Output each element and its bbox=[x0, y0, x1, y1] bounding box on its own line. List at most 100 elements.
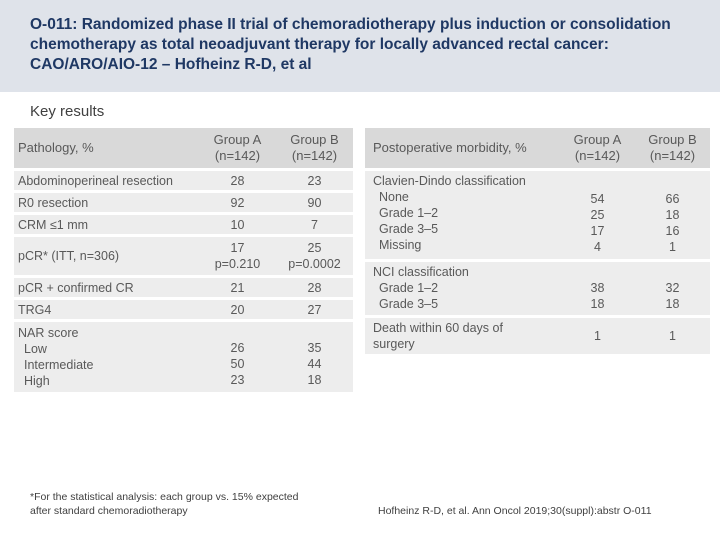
value-line: 44 bbox=[307, 357, 322, 371]
row-label: Clavien-Dindo classification None Grade … bbox=[365, 171, 560, 259]
value-line: 18 bbox=[665, 296, 680, 311]
group-b-value: 28 bbox=[276, 278, 353, 297]
clavien-dindo-label: Clavien-Dindo classification bbox=[373, 174, 526, 188]
value-line: 66 bbox=[665, 192, 680, 206]
value-line: 38 bbox=[590, 280, 605, 295]
group-a-header-line: Group A bbox=[573, 132, 622, 147]
cd-grade-3-5-label: Grade 3–5 bbox=[379, 222, 439, 236]
value-line: 1 bbox=[669, 240, 676, 254]
nci-grade-1-2-label: Grade 1–2 bbox=[379, 281, 439, 295]
group-a-header-line: Group A bbox=[213, 132, 262, 147]
group-a-value: 17 p=0.210 bbox=[199, 237, 276, 275]
row-label: NAR score Low Intermediate High bbox=[14, 322, 199, 392]
cd-grade-1-2-label: Grade 1–2 bbox=[379, 206, 439, 220]
value-line: 18 bbox=[590, 296, 605, 311]
group-b-value: 90 bbox=[276, 193, 353, 212]
section-subtitle: Key results bbox=[30, 103, 105, 120]
morbidity-header: Postoperative morbidity, % bbox=[365, 128, 560, 168]
group-b-value: 7 bbox=[276, 215, 353, 234]
row-label: pCR* (ITT, n=306) bbox=[14, 237, 199, 275]
group-a-value: 21 bbox=[199, 278, 276, 297]
footnote-line: after standard chemoradiotherapy bbox=[30, 505, 188, 517]
table-row: Death within 60 days of surgery 1 1 bbox=[365, 318, 710, 354]
value-line: 25 bbox=[590, 208, 605, 222]
group-b-header: Group B (n=142) bbox=[635, 128, 710, 168]
value-line: 50 bbox=[230, 357, 245, 371]
group-a-header: Group A (n=142) bbox=[199, 128, 276, 168]
row-label: Abdominoperineal resection bbox=[14, 171, 199, 190]
value-line: 23 bbox=[230, 373, 245, 387]
group-b-value: 23 bbox=[276, 171, 353, 190]
value-line: 17 bbox=[230, 241, 245, 255]
nar-score-label: NAR score bbox=[18, 326, 79, 340]
group-a-value: 1 bbox=[560, 318, 635, 354]
value-line: 26 bbox=[230, 341, 245, 355]
cd-missing-label: Missing bbox=[379, 238, 422, 252]
group-b-value: 66 18 16 1 bbox=[635, 171, 710, 259]
slide-title: O-011: Randomized phase II trial of chem… bbox=[30, 16, 671, 73]
reference-citation: Hofheinz R-D, et al. Ann Oncol 2019;30(s… bbox=[378, 505, 652, 517]
table-row: Clavien-Dindo classification None Grade … bbox=[365, 171, 710, 259]
pathology-header: Pathology, % bbox=[14, 128, 199, 168]
group-a-value: 20 bbox=[199, 300, 276, 319]
nar-intermediate-label: Intermediate bbox=[24, 358, 94, 372]
value-line: 54 bbox=[590, 192, 605, 206]
pathology-table: Pathology, % Group A (n=142) Group B (n=… bbox=[14, 125, 353, 395]
cd-none-label: None bbox=[379, 190, 409, 204]
group-a-value: 54 25 17 4 bbox=[560, 171, 635, 259]
value-line: 4 bbox=[594, 240, 601, 254]
morbidity-table: Postoperative morbidity, % Group A (n=14… bbox=[365, 125, 710, 357]
nar-high-label: High bbox=[24, 374, 50, 388]
group-b-header-line: (n=142) bbox=[649, 148, 696, 163]
row-label: TRG4 bbox=[14, 300, 199, 319]
value-line: 35 bbox=[307, 341, 322, 355]
footnote-line: *For the statistical analysis: each grou… bbox=[30, 491, 299, 503]
row-label: pCR + confirmed CR bbox=[14, 278, 199, 297]
nci-label: NCI classification bbox=[373, 265, 469, 279]
table-header-row: Pathology, % Group A (n=142) Group B (n=… bbox=[14, 128, 353, 168]
value-line: 25 bbox=[307, 241, 322, 255]
table-row: Abdominoperineal resection 28 23 bbox=[14, 171, 353, 190]
group-b-header: Group B (n=142) bbox=[276, 128, 353, 168]
row-label: R0 resection bbox=[14, 193, 199, 212]
group-a-header-line: (n=142) bbox=[574, 148, 621, 163]
group-b-value: 27 bbox=[276, 300, 353, 319]
nar-low-label: Low bbox=[24, 342, 47, 356]
group-a-value: 38 18 bbox=[560, 262, 635, 315]
group-a-value: 92 bbox=[199, 193, 276, 212]
group-a-value: 26 50 23 bbox=[199, 322, 276, 392]
table-header-row: Postoperative morbidity, % Group A (n=14… bbox=[365, 128, 710, 168]
value-line: 18 bbox=[665, 208, 680, 222]
group-b-value: 1 bbox=[635, 318, 710, 354]
footnote: *For the statistical analysis: each grou… bbox=[30, 490, 350, 518]
value-line: 16 bbox=[665, 224, 680, 238]
group-b-value: 32 18 bbox=[635, 262, 710, 315]
group-b-value: 25 p=0.0002 bbox=[276, 237, 353, 275]
p-value: p=0.0002 bbox=[288, 257, 341, 271]
table-row: pCR* (ITT, n=306) 17 p=0.210 25 p=0.0002 bbox=[14, 237, 353, 275]
group-b-header-line: Group B bbox=[290, 132, 339, 147]
table-row: R0 resection 92 90 bbox=[14, 193, 353, 212]
row-label: CRM ≤1 mm bbox=[14, 215, 199, 234]
value-line: 32 bbox=[665, 280, 680, 295]
group-b-value: 35 44 18 bbox=[276, 322, 353, 392]
group-a-value: 10 bbox=[199, 215, 276, 234]
table-row: NAR score Low Intermediate High 26 50 23… bbox=[14, 322, 353, 392]
row-label: Death within 60 days of surgery bbox=[365, 318, 560, 354]
table-row: CRM ≤1 mm 10 7 bbox=[14, 215, 353, 234]
group-b-header-line: Group B bbox=[648, 132, 697, 147]
group-a-header-line: (n=142) bbox=[214, 148, 261, 163]
table-row: NCI classification Grade 1–2 Grade 3–5 3… bbox=[365, 262, 710, 315]
group-a-value: 28 bbox=[199, 171, 276, 190]
table-row: TRG4 20 27 bbox=[14, 300, 353, 319]
death-label-cont: surgery bbox=[373, 337, 415, 351]
group-a-header: Group A (n=142) bbox=[560, 128, 635, 168]
nci-grade-3-5-label: Grade 3–5 bbox=[379, 297, 439, 311]
value-line: 18 bbox=[307, 373, 322, 387]
p-value: p=0.210 bbox=[214, 257, 261, 271]
row-label: NCI classification Grade 1–2 Grade 3–5 bbox=[365, 262, 560, 315]
group-b-header-line: (n=142) bbox=[291, 148, 338, 163]
death-label: Death within 60 days of bbox=[373, 321, 503, 335]
header-banner: O-011: Randomized phase II trial of chem… bbox=[0, 0, 720, 92]
table-row: pCR + confirmed CR 21 28 bbox=[14, 278, 353, 297]
